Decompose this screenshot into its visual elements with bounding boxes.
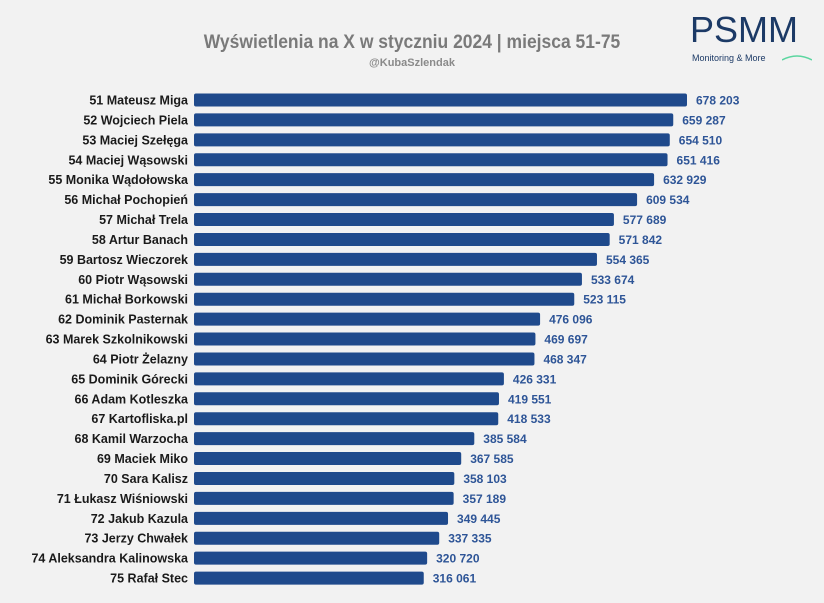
bar xyxy=(194,232,610,246)
category-label: 56 Michał Pochopień xyxy=(64,193,188,207)
category-label: 52 Wojciech Piela xyxy=(83,113,189,127)
value-label: 418 533 xyxy=(507,412,551,426)
bar xyxy=(194,432,475,446)
bar xyxy=(194,93,687,107)
bar xyxy=(194,312,541,326)
bar xyxy=(194,352,535,366)
category-label: 74 Aleksandra Kalinowska xyxy=(31,552,189,566)
category-label: 68 Kamil Warzocha xyxy=(75,432,190,446)
value-label: 554 365 xyxy=(606,253,650,267)
value-label: 476 096 xyxy=(549,313,593,327)
value-label: 385 584 xyxy=(483,432,527,446)
bar xyxy=(194,511,449,525)
category-label: 75 Rafał Stec xyxy=(110,572,188,586)
value-label: 654 510 xyxy=(679,133,723,147)
value-label: 577 689 xyxy=(623,213,667,227)
bar xyxy=(194,392,499,406)
value-label: 468 347 xyxy=(543,352,587,366)
value-label: 426 331 xyxy=(513,372,557,386)
value-label: 419 551 xyxy=(508,392,552,406)
value-label: 358 103 xyxy=(463,472,507,486)
category-label: 57 Michał Trela xyxy=(99,213,189,227)
bar xyxy=(194,372,504,386)
bar xyxy=(194,292,575,306)
category-label: 69 Maciek Miko xyxy=(97,452,188,466)
bar xyxy=(194,213,614,227)
bar xyxy=(194,252,597,266)
value-label: 571 842 xyxy=(619,233,663,247)
bar xyxy=(194,272,582,286)
value-label: 651 416 xyxy=(677,153,721,167)
category-label: 67 Kartofliska.pl xyxy=(91,412,188,426)
category-label: 60 Piotr Wąsowski xyxy=(78,273,188,287)
category-label: 64 Piotr Żelazny xyxy=(93,351,188,366)
psmm-logo: PSMM Monitoring & More xyxy=(690,10,815,70)
category-label: 61 Michał Borkowski xyxy=(65,293,188,307)
category-label: 71 Łukasz Wiśniowski xyxy=(57,492,188,506)
bar xyxy=(194,452,462,466)
bar xyxy=(194,153,668,167)
value-label: 678 203 xyxy=(696,94,740,108)
chart-title: Wyświetlenia na X w styczniu 2024 | miej… xyxy=(203,32,621,53)
bar xyxy=(194,531,440,545)
bar xyxy=(194,173,655,187)
value-label: 659 287 xyxy=(682,113,726,127)
category-label: 62 Dominik Pasternak xyxy=(58,313,188,327)
category-label: 73 Jerzy Chwałek xyxy=(84,532,188,546)
bar xyxy=(194,332,536,346)
bar xyxy=(194,571,424,585)
category-label: 53 Maciej Szełęga xyxy=(82,133,189,147)
category-label: 59 Bartosz Wieczorek xyxy=(60,253,188,267)
value-label: 367 585 xyxy=(470,452,514,466)
category-label: 70 Sara Kalisz xyxy=(104,472,188,486)
logo-tagline: Monitoring & More xyxy=(692,53,766,63)
bar xyxy=(194,412,499,426)
value-label: 349 445 xyxy=(457,512,501,526)
bar xyxy=(194,193,638,207)
category-label: 72 Jakub Kazula xyxy=(91,512,189,526)
bar xyxy=(194,133,670,147)
value-label: 469 697 xyxy=(544,333,588,347)
value-label: 320 720 xyxy=(436,552,480,566)
logo-text: PSMM xyxy=(690,9,798,50)
value-label: 609 534 xyxy=(646,193,690,207)
chart-subtitle: @KubaSzlendak xyxy=(369,57,455,69)
category-label: 66 Adam Kotleszka xyxy=(75,392,190,406)
value-label: 337 335 xyxy=(448,532,492,546)
category-label: 51 Mateusz Miga xyxy=(89,94,189,108)
value-label: 533 674 xyxy=(591,273,635,287)
bar xyxy=(194,491,454,505)
category-label: 55 Monika Wądołowska xyxy=(48,173,189,187)
value-label: 523 115 xyxy=(583,293,626,307)
wave-icon xyxy=(782,55,812,61)
category-label: 58 Artur Banach xyxy=(92,233,188,247)
category-label: 63 Marek Szkolnikowski xyxy=(46,333,188,347)
category-label: 65 Dominik Górecki xyxy=(71,372,188,386)
value-label: 357 189 xyxy=(463,492,507,506)
value-label: 316 061 xyxy=(433,572,477,586)
value-label: 632 929 xyxy=(663,173,707,187)
bar xyxy=(194,113,674,127)
bar xyxy=(194,471,455,485)
bar xyxy=(194,551,428,565)
category-label: 54 Maciej Wąsowski xyxy=(68,153,188,167)
